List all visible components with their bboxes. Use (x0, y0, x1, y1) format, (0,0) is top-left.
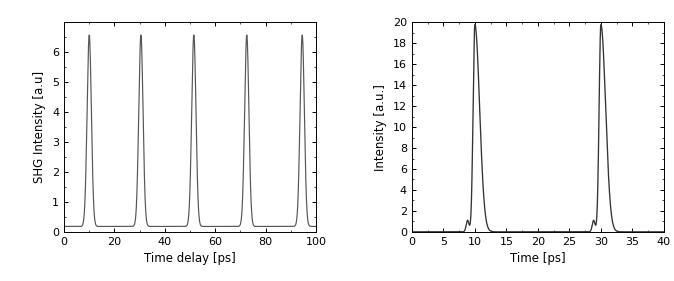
Y-axis label: SHG Intensity [a.u]: SHG Intensity [a.u] (34, 71, 47, 183)
X-axis label: Time [ps]: Time [ps] (510, 252, 565, 265)
X-axis label: Time delay [ps]: Time delay [ps] (144, 252, 236, 265)
Y-axis label: Intensity [a.u.]: Intensity [a.u.] (374, 84, 388, 171)
